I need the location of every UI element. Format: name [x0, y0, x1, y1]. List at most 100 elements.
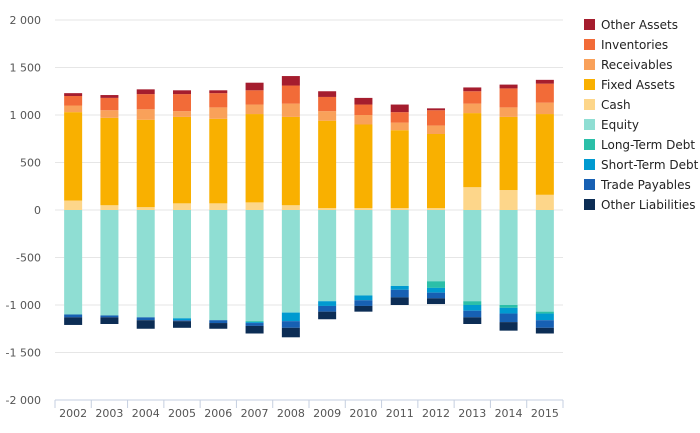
legend: Other Assets Inventories Receivables Fixed …: [584, 18, 699, 212]
bar-receivables-2006: [209, 107, 228, 119]
y-tick-label: 1 000: [10, 109, 42, 122]
bar-inventories-2007: [245, 90, 264, 105]
bar-fixed-assets-2014: [499, 116, 518, 191]
legend-swatch-receivables: [584, 59, 595, 70]
legend-swatch-trade-payables: [584, 179, 595, 190]
bar-long-term-debt-2015: [535, 311, 554, 314]
bar-trade-payables-2011: [390, 289, 409, 298]
x-tick-label: 2015: [531, 407, 559, 420]
bar-long-term-debt-2013: [463, 301, 482, 305]
bar-inventories-2003: [100, 97, 119, 111]
bar-other-assets-2009: [318, 91, 337, 97]
x-tick-label: 2009: [313, 407, 341, 420]
legend-swatch-other-liabilities: [584, 199, 595, 210]
legend-swatch-fixed-assets: [584, 79, 595, 90]
bar-receivables-2007: [245, 104, 264, 115]
x-tick-label: 2007: [241, 407, 269, 420]
bar-inventories-2008: [281, 85, 300, 104]
bar-inventories-2004: [136, 94, 155, 110]
bar-receivables-2015: [535, 102, 554, 115]
legend-swatch-other-assets: [584, 19, 595, 30]
bar-short-term-debt-2007: [245, 322, 264, 324]
bar-fixed-assets-2012: [427, 134, 445, 209]
bar-trade-payables-2012: [427, 292, 445, 299]
bar-other-assets-2004: [136, 89, 155, 95]
bar-cash-2008: [281, 205, 300, 210]
bar-trade-payables-2003: [100, 315, 119, 318]
y-tick-label: 500: [20, 157, 41, 170]
bar-equity-2008: [281, 210, 300, 313]
bar-long-term-debt-2012: [427, 281, 445, 288]
bar-cash-2012: [427, 208, 445, 210]
legend-label-short-term-debt: Short-Term Debt: [601, 158, 699, 172]
bar-other-liabilities-2011: [390, 297, 409, 305]
bar-inventories-2012: [427, 110, 445, 126]
bar-other-liabilities-2009: [318, 311, 337, 320]
y-tick-label: 0: [34, 204, 41, 217]
x-axis: 2002 2003 2004 2005 2006 2007 2008 2009 2010 2011…: [54, 399, 564, 420]
bar-inventories-2002: [64, 96, 83, 106]
bar-inventories-2010: [354, 104, 373, 115]
bar-other-liabilities-2007: [245, 325, 264, 334]
bar-fixed-assets-2013: [463, 113, 482, 188]
bar-inventories-2013: [463, 91, 482, 104]
bar-other-liabilities-2006: [209, 323, 228, 329]
bar-cash-2004: [136, 207, 155, 210]
bar-fixed-assets-2003: [100, 117, 119, 206]
legend-label-inventories: Inventories: [601, 38, 668, 52]
y-tick-label: -1 000: [6, 299, 41, 312]
bar-other-assets-2013: [463, 87, 482, 92]
x-tick-label: 2011: [386, 407, 414, 420]
bar-receivables-2004: [136, 109, 155, 120]
bar-equity-2005: [173, 210, 191, 319]
bar-equity-2009: [318, 210, 337, 302]
bar-short-term-debt-2005: [173, 318, 191, 321]
x-tick-label: 2014: [495, 407, 523, 420]
bar-short-term-debt-2008: [281, 312, 300, 322]
bar-cash-2013: [463, 187, 482, 210]
bar-other-assets-2014: [499, 84, 518, 89]
bar-trade-payables-2005: [173, 320, 191, 322]
legend-swatch-inventories: [584, 39, 595, 50]
legend-swatch-cash: [584, 99, 595, 110]
bar-fixed-assets-2002: [64, 112, 83, 201]
bar-inventories-2006: [209, 93, 228, 108]
bar-receivables-2010: [354, 115, 373, 125]
x-tick-label: 2010: [349, 407, 377, 420]
bar-other-assets-2015: [535, 79, 554, 84]
bar-cash-2002: [64, 200, 83, 210]
legend-label-cash: Cash: [601, 98, 631, 112]
bar-fixed-assets-2008: [281, 116, 300, 206]
bar-other-liabilities-2008: [281, 327, 300, 338]
bar-cash-2011: [390, 208, 409, 210]
bar-short-term-debt-2012: [427, 287, 445, 293]
bar-equity-2006: [209, 210, 228, 321]
y-tick-label: 2 000: [10, 14, 42, 27]
bar-other-liabilities-2013: [463, 317, 482, 324]
x-tick-label: 2006: [204, 407, 232, 420]
bar-cash-2014: [499, 190, 518, 210]
bar-long-term-debt-2007: [245, 321, 264, 323]
bar-trade-payables-2004: [136, 317, 155, 321]
bar-trade-payables-2014: [499, 313, 518, 323]
bar-receivables-2012: [427, 125, 445, 134]
bar-other-assets-2007: [245, 82, 264, 91]
y-tick-label: -2 000: [6, 394, 41, 407]
bar-equity-2015: [535, 210, 554, 312]
bar-other-liabilities-2002: [64, 317, 83, 325]
bar-inventories-2015: [535, 83, 554, 103]
bar-fixed-assets-2015: [535, 114, 554, 195]
bar-trade-payables-2006: [209, 320, 228, 324]
bar-trade-payables-2009: [318, 305, 337, 312]
bar-trade-payables-2002: [64, 314, 83, 318]
bar-equity-2004: [136, 210, 155, 318]
bar-other-assets-2008: [281, 76, 300, 86]
bar-short-term-debt-2009: [318, 301, 337, 306]
bar-equity-2003: [100, 210, 119, 316]
bar-fixed-assets-2011: [390, 130, 409, 209]
bar-short-term-debt-2013: [463, 305, 482, 311]
bar-other-assets-2003: [100, 95, 119, 98]
bar-fixed-assets-2005: [173, 116, 191, 204]
y-tick-label: 1 500: [10, 62, 42, 75]
bar-receivables-2013: [463, 103, 482, 114]
